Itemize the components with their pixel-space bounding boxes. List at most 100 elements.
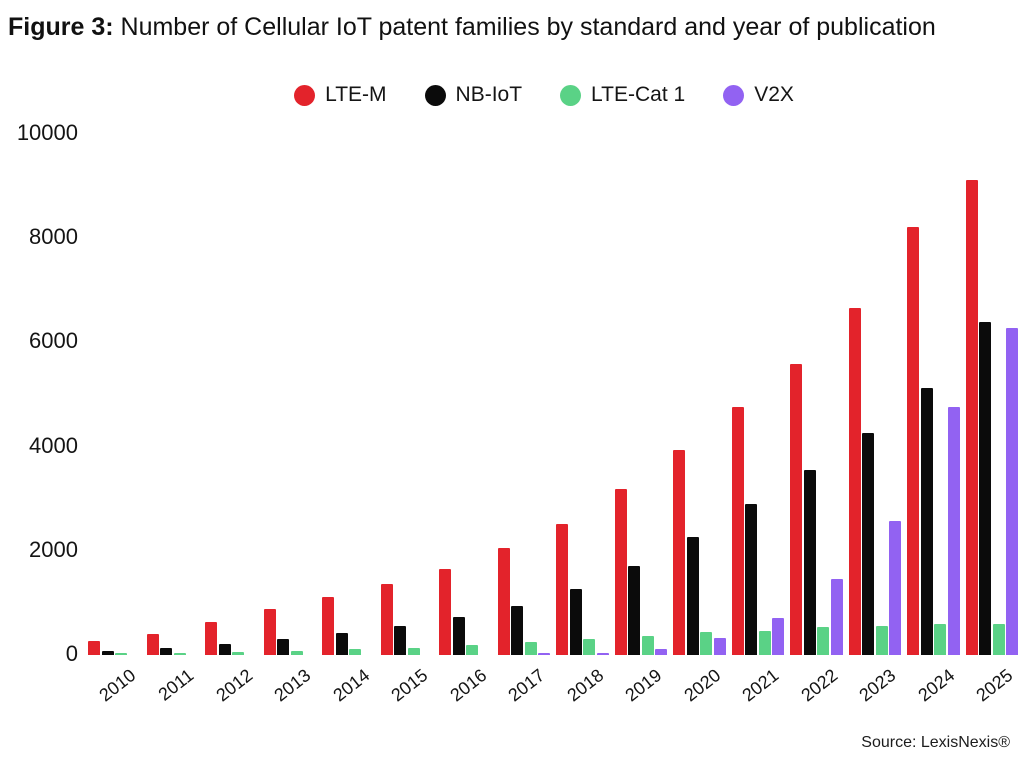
x-tick-label-2022: 2022 [796, 665, 841, 706]
bar-lte-m-2011 [146, 634, 159, 655]
bar-lte-m-2013 [263, 609, 276, 655]
bar-nb-iot-2025 [979, 322, 991, 655]
bar-group-2017: 2017 [497, 120, 550, 705]
bar-lte-m-2016 [439, 569, 451, 655]
legend-label: LTE-Cat 1 [591, 83, 686, 106]
legend-label: V2X [754, 83, 794, 106]
bar-group-2016: 2016 [439, 120, 492, 705]
x-tick-label-2020: 2020 [679, 665, 724, 706]
bar-lte-cat-1-2018 [583, 639, 595, 655]
x-tick-label-2017: 2017 [504, 665, 549, 706]
bar-nb-iot-2019 [628, 566, 640, 655]
bar-lte-cat-1-2013 [290, 651, 303, 655]
bar-lte-m-2021 [731, 407, 744, 655]
y-tick-label: 6000 [29, 328, 78, 354]
bar-lte-m-2017 [497, 548, 510, 655]
bar-nb-iot-2011 [160, 648, 172, 655]
legend-dot-icon [424, 84, 446, 106]
x-tick-label-2014: 2014 [328, 665, 373, 706]
x-tick-label-2019: 2019 [621, 665, 666, 706]
legend-dot-icon [723, 84, 745, 106]
x-tick-label-2013: 2013 [270, 665, 315, 706]
bar-group-2011: 2011 [146, 120, 200, 705]
bar-lte-cat-1-2011 [173, 653, 186, 655]
x-tick-label-2012: 2012 [211, 665, 256, 706]
bar-nb-iot-2018 [569, 589, 582, 655]
x-tick-label-2025: 2025 [972, 665, 1017, 706]
y-tick-label: 8000 [29, 224, 78, 250]
bar-group-2018: 2018 [556, 120, 609, 705]
bar-lte-m-2015 [380, 584, 393, 655]
bar-group-2024: 2024 [907, 120, 960, 705]
bar-v2x-2020 [713, 638, 726, 655]
bar-group-2010: 2010 [88, 120, 141, 705]
bar-group-2021: 2021 [731, 120, 784, 705]
bar-nb-iot-2012 [218, 644, 231, 655]
x-tick-label-2024: 2024 [913, 665, 958, 706]
bar-lte-cat-1-2010 [115, 653, 127, 655]
x-tick-label-2016: 2016 [445, 665, 490, 706]
bar-group-2012: 2012 [205, 120, 258, 705]
x-tick-label-2011: 2011 [154, 665, 198, 705]
bar-nb-iot-2016 [452, 617, 465, 655]
x-tick-label-2015: 2015 [387, 665, 432, 706]
legend-dot-icon [294, 84, 316, 106]
bar-lte-cat-1-2019 [641, 636, 654, 655]
bar-lte-m-2024 [907, 227, 919, 655]
bar-nb-iot-2013 [277, 639, 289, 655]
bar-v2x-2021 [772, 618, 784, 655]
bar-nb-iot-2014 [335, 633, 348, 655]
bar-group-2013: 2013 [263, 120, 317, 705]
bar-nb-iot-2023 [862, 433, 874, 655]
bar-lte-m-2012 [205, 622, 217, 655]
bar-v2x-2019 [655, 649, 667, 655]
bar-lte-cat-1-2016 [466, 645, 478, 655]
bar-group-2022: 2022 [790, 120, 843, 705]
bar-nb-iot-2017 [511, 606, 523, 655]
figure-title-prefix: Figure 3: [8, 13, 114, 41]
bar-nb-iot-2022 [803, 470, 816, 655]
bar-lte-m-2010 [88, 641, 100, 655]
bar-nb-iot-2021 [745, 504, 757, 655]
bar-group-2025: 2025 [965, 120, 1018, 705]
bar-lte-cat-1-2024 [934, 624, 946, 655]
bar-lte-m-2019 [614, 489, 627, 655]
bar-lte-cat-1-2014 [349, 649, 361, 655]
x-tick-label-2021: 2021 [738, 665, 783, 706]
bar-lte-cat-1-2017 [524, 642, 537, 655]
bar-nb-iot-2020 [686, 537, 699, 655]
bar-nb-iot-2024 [920, 388, 933, 655]
bar-v2x-2017 [538, 653, 550, 655]
bar-group-2015: 2015 [380, 120, 434, 705]
bar-nb-iot-2010 [101, 651, 114, 655]
figure-title: Figure 3: Number of Cellular IoT patent … [8, 10, 936, 44]
bar-group-2019: 2019 [614, 120, 667, 705]
x-tick-label-2018: 2018 [562, 665, 607, 706]
figure-title-text: Number of Cellular IoT patent families b… [113, 13, 936, 41]
y-tick-label: 10000 [16, 120, 78, 145]
legend-label: NB-IoT [455, 83, 523, 106]
bar-lte-cat-1-2021 [758, 631, 771, 655]
bar-v2x-2023 [889, 521, 901, 655]
y-tick-label: 4000 [29, 432, 78, 458]
bar-groups: 2010 2011 2012 2013 2014 2015 2016 2017 2018 2019… [88, 120, 1018, 705]
x-tick-label-2023: 2023 [855, 665, 900, 706]
bar-nb-iot-2015 [394, 626, 406, 655]
bar-lte-cat-1-2025 [992, 624, 1005, 655]
bar-lte-m-2014 [322, 597, 334, 655]
bar-v2x-2018 [596, 653, 609, 655]
bar-lte-m-2020 [673, 450, 685, 655]
bar-lte-cat-1-2012 [232, 652, 244, 655]
y-tick-label: 2000 [29, 536, 78, 562]
bar-v2x-2022 [830, 579, 843, 655]
bar-v2x-2025 [1006, 328, 1018, 655]
legend-item-v2x: V2X [723, 83, 794, 107]
bar-lte-m-2025 [965, 180, 978, 655]
chart-legend: LTE-M NB-IoT LTE-Cat 1 V2X [64, 78, 1024, 112]
bar-group-2023: 2023 [848, 120, 901, 705]
bar-lte-cat-1-2022 [817, 627, 829, 655]
x-tick-label-2010: 2010 [94, 665, 139, 706]
legend-item-lte-m: LTE-M [294, 83, 387, 107]
legend-item-lte-cat-1: LTE-Cat 1 [560, 83, 685, 107]
